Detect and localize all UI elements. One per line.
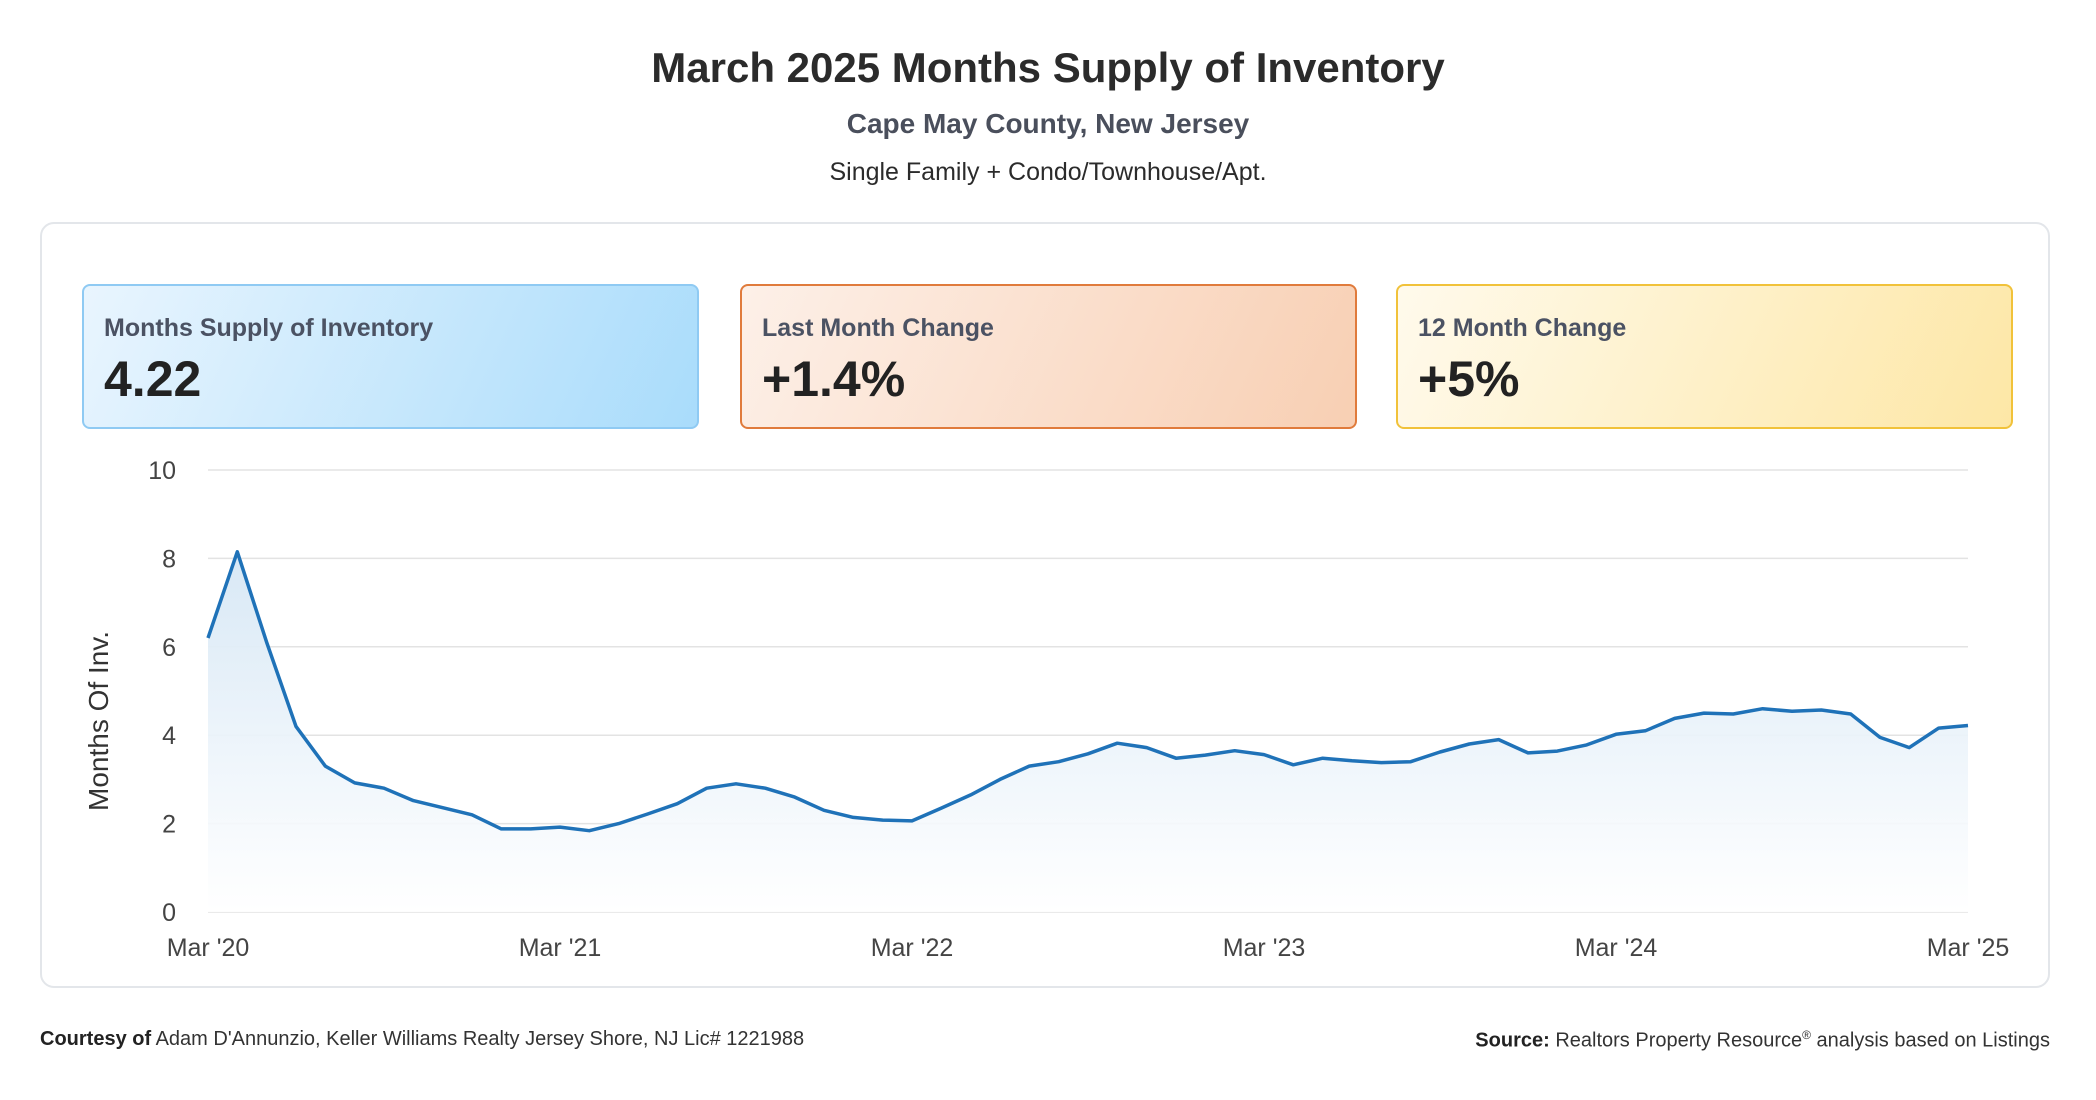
data-point	[323, 764, 327, 768]
data-point	[1350, 759, 1354, 763]
data-point	[1937, 726, 1941, 730]
series-line	[206, 550, 1969, 833]
data-point	[881, 818, 885, 822]
data-point	[822, 808, 826, 812]
data-point	[675, 802, 679, 806]
source-text: Realtors Property Resource	[1555, 1029, 1803, 1052]
data-point	[1086, 752, 1090, 756]
data-point	[851, 815, 855, 819]
data-point	[1174, 756, 1178, 760]
card-value: 4.22	[104, 351, 202, 407]
location-subtitle: Cape May County, New Jersey	[846, 108, 1250, 139]
x-tick-label: Mar '20	[167, 934, 250, 962]
data-point	[939, 806, 943, 810]
data-point	[763, 786, 767, 790]
data-point	[1321, 756, 1325, 760]
courtesy-footer: Courtesy of Adam D'Annunzio, Keller Will…	[40, 1028, 804, 1051]
property-segment: Single Family + Condo/Townhouse/Apt.	[829, 158, 1267, 186]
card-label: Last Month Change	[762, 314, 994, 342]
data-point	[1555, 749, 1559, 753]
data-point	[1497, 738, 1501, 742]
data-point	[1409, 760, 1413, 764]
card-months-supply: Months Supply of Inventory 4.22	[82, 284, 699, 429]
card-value: +1.4%	[762, 351, 906, 407]
card-12-month-change: 12 Month Change +5%	[1396, 284, 2013, 429]
y-tick-label: 0	[162, 899, 176, 927]
data-point	[206, 636, 210, 640]
data-point	[235, 550, 239, 554]
data-point	[705, 786, 709, 790]
y-tick-label: 6	[162, 634, 176, 662]
source-label: Source:	[1475, 1029, 1550, 1052]
data-point	[617, 822, 621, 826]
data-point	[1761, 707, 1765, 711]
data-point	[529, 827, 533, 831]
data-point	[1233, 749, 1237, 753]
courtesy-label: Courtesy of	[40, 1028, 152, 1050]
y-tick-label: 2	[162, 811, 176, 839]
data-point	[1467, 742, 1471, 746]
data-point	[1614, 732, 1618, 736]
data-point	[1027, 764, 1031, 768]
data-point	[1907, 746, 1911, 750]
x-tick-label: Mar '24	[1575, 934, 1658, 962]
data-point	[1643, 729, 1647, 733]
data-point	[1849, 712, 1853, 716]
data-point	[1526, 751, 1530, 755]
data-point	[441, 806, 445, 810]
y-tick-label: 10	[148, 457, 176, 485]
card-label: 12 Month Change	[1418, 314, 1627, 342]
registered-mark: ®	[1802, 1028, 1811, 1042]
x-tick-label: Mar '21	[519, 934, 602, 962]
data-point	[499, 827, 503, 831]
data-point	[1145, 746, 1149, 750]
source-footer: Source: Realtors Property Resource® anal…	[1475, 1028, 2050, 1053]
area-fill	[208, 551, 1968, 912]
data-point	[1702, 711, 1706, 715]
data-point	[558, 825, 562, 829]
source-tail: analysis based on Listings	[1810, 1029, 2051, 1052]
data-point	[1878, 735, 1882, 739]
x-tick-label: Mar '23	[1223, 934, 1306, 962]
data-point	[1291, 763, 1295, 767]
data-point	[1966, 723, 1970, 727]
data-point	[1262, 753, 1266, 757]
data-point	[587, 829, 591, 833]
data-point	[793, 795, 797, 799]
data-point	[910, 819, 914, 823]
page-title: March 2025 Months Supply of Inventory	[651, 44, 1445, 91]
data-point	[1379, 761, 1383, 765]
data-point	[1673, 716, 1677, 720]
data-point	[1790, 709, 1794, 713]
data-point	[1731, 712, 1735, 716]
data-point	[353, 781, 357, 785]
data-point	[1819, 708, 1823, 712]
x-tick-label: Mar '25	[1927, 934, 2010, 962]
data-point	[411, 799, 415, 803]
data-point	[969, 793, 973, 797]
card-value: +5%	[1418, 351, 1520, 407]
data-point	[382, 786, 386, 790]
data-point	[646, 812, 650, 816]
data-point	[294, 724, 298, 728]
y-tick-label: 8	[162, 545, 176, 573]
data-point	[998, 777, 1002, 781]
courtesy-text: Adam D'Annunzio, Keller Williams Realty …	[155, 1028, 805, 1050]
data-point	[1438, 750, 1442, 754]
y-tick-label: 4	[162, 722, 176, 750]
data-point	[1585, 743, 1589, 747]
data-point	[1203, 753, 1207, 757]
card-last-month-change: Last Month Change +1.4%	[740, 284, 1357, 429]
card-label: Months Supply of Inventory	[104, 314, 434, 342]
x-tick-label: Mar '22	[871, 934, 954, 962]
months-supply-chart: 0 2 4 6 8 10 Mar '20 Mar '21 Mar '22 Mar '23 Mar '…	[83, 457, 2010, 962]
data-point	[1057, 760, 1061, 764]
data-point	[734, 782, 738, 786]
data-point	[1115, 741, 1119, 745]
data-point	[470, 813, 474, 817]
y-axis-title: Months Of Inv.	[83, 631, 114, 811]
data-point	[265, 640, 269, 644]
